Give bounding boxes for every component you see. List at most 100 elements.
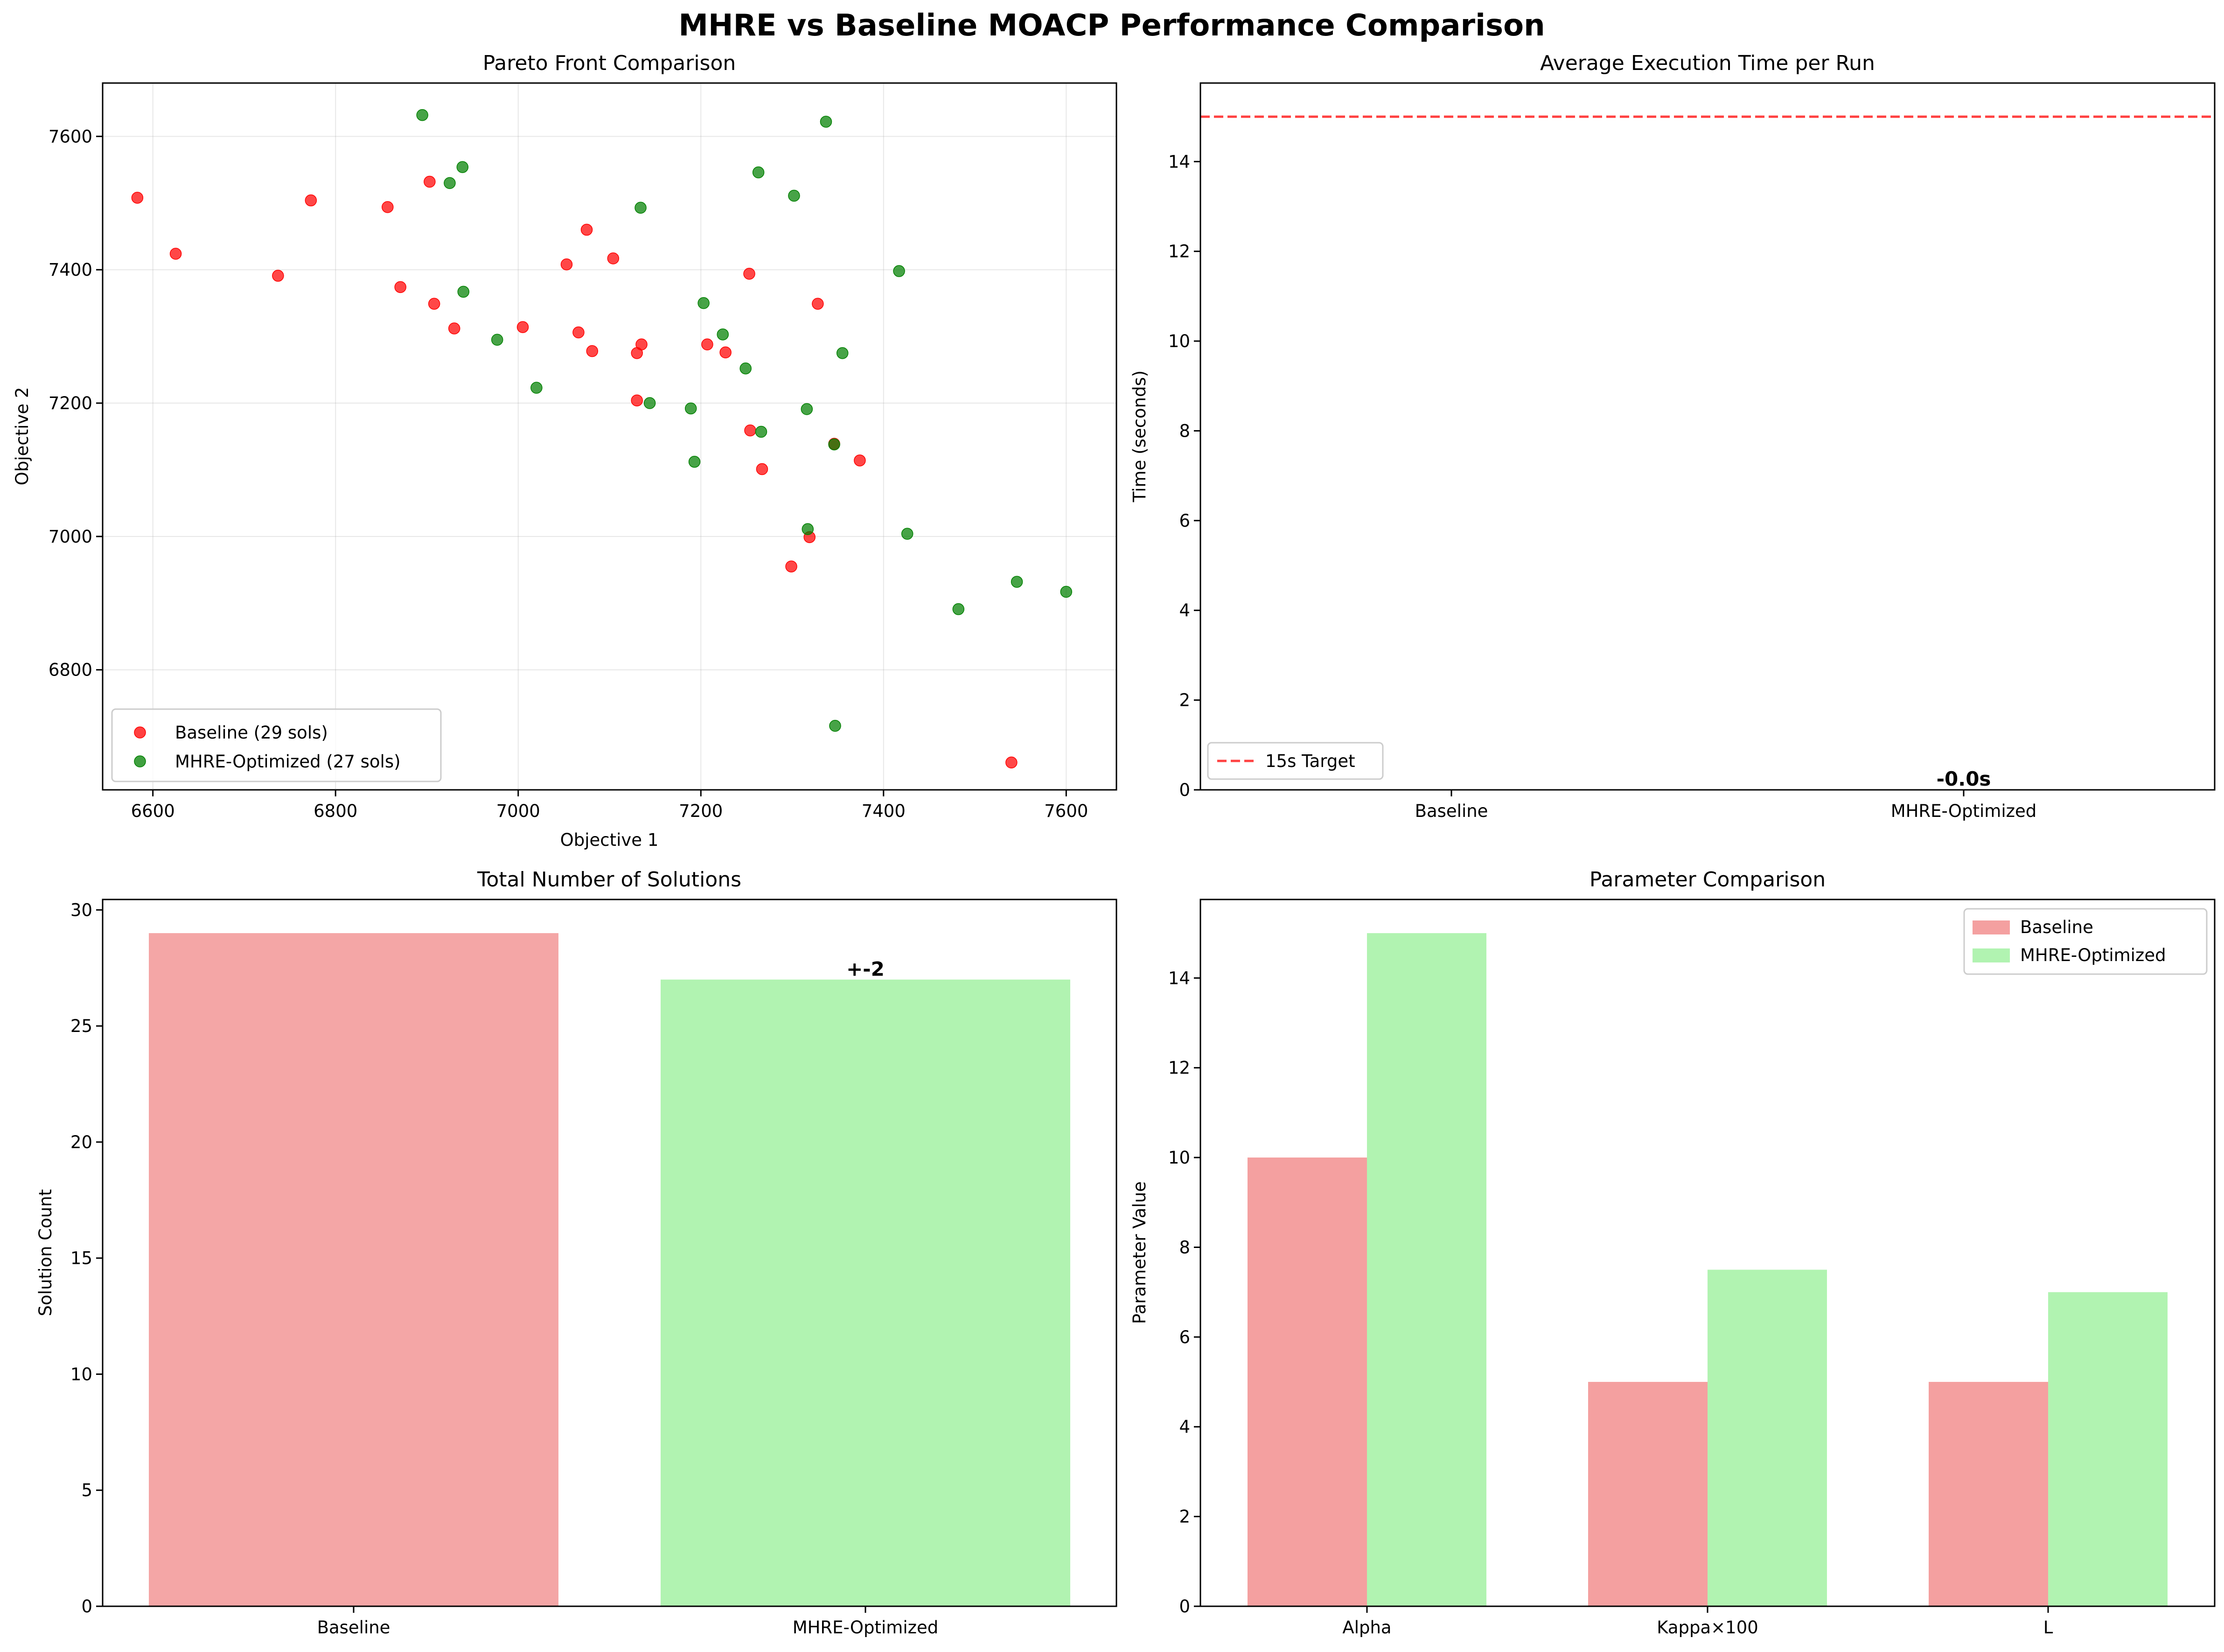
legend-label-baseline: Baseline (29 sols) [175,723,328,743]
params-title: Parameter Comparison [1590,868,1826,892]
baseline-point [560,258,573,271]
exec-legend-label: 15s Target [1265,751,1355,771]
mhre-point [801,403,813,415]
baseline-point [631,394,643,407]
params-ytick-label: 14 [1168,968,1190,988]
mhre-point [893,265,905,277]
baseline-point [785,560,797,572]
baseline-point [744,424,756,437]
mhre-point [952,603,965,615]
params-ytick-label: 8 [1179,1237,1190,1257]
baseline-point [701,338,713,351]
mhre-point [752,166,765,179]
mhre-point [788,189,800,202]
mhre-point [444,177,456,189]
pareto-ytick-label: 6800 [49,660,92,680]
params-ytick-label: 4 [1179,1417,1190,1437]
mhre-point [643,397,656,409]
mhre-point [697,297,710,309]
solutions-ytick-label: 30 [70,900,92,920]
solutions-axes-frame [102,899,1117,1607]
mhre-point [634,202,647,214]
pareto-legend: Baseline (29 sols) MHRE-Optimized (27 so… [111,708,442,782]
baseline-point [305,194,317,207]
mhre-point [457,286,470,298]
exec-ytick-label: 12 [1168,242,1190,262]
params-ytick-label: 0 [1179,1596,1190,1617]
params-bar-mhre [1367,933,1486,1606]
pareto-xtick-label: 7400 [862,801,906,821]
mhre-point [456,161,469,173]
baseline-point [719,346,732,359]
solutions-bars [149,933,1070,1606]
baseline-point [572,326,585,339]
solutions-ticks: 0 5 10 15 20 25 30 Baseline MHRE-Optimized [70,900,938,1638]
params-bar-mhre [2048,1292,2168,1606]
baseline-point [382,201,394,213]
baseline-point [169,248,182,260]
solutions-ytick-label: 10 [70,1364,92,1384]
params-legend-swatch-baseline [1973,920,2010,934]
panel-pareto: Pareto Front Comparison 6600 6800 7000 7200… [12,51,1117,850]
pareto-ylabel: Objective 2 [12,387,32,486]
params-ytick-label: 12 [1168,1058,1190,1078]
mhre-point [828,438,840,451]
params-ylabel: Parameter Value [1129,1181,1150,1324]
exec-ytick-label: 14 [1168,152,1190,172]
solutions-bar-baseline [149,933,558,1606]
pareto-points [131,109,1073,769]
solutions-xtick-label: MHRE-Optimized [793,1617,939,1638]
params-legend: Baseline MHRE-Optimized [1963,908,2208,975]
baseline-point [756,463,768,475]
params-xtick-label: Kappa×100 [1657,1617,1758,1638]
exec-xtick-label: MHRE-Optimized [1891,801,2037,821]
mhre-point [1060,586,1073,598]
baseline-point [516,321,529,333]
baseline-point [586,345,599,357]
params-bar-baseline [1248,1157,1367,1606]
pareto-xtick-label: 7600 [1044,801,1088,821]
legend-marker-mhre [134,755,146,767]
pareto-title: Pareto Front Comparison [483,51,736,75]
solutions-title: Total Number of Solutions [477,868,741,892]
solutions-ytick-label: 25 [70,1016,92,1036]
exec-ylabel: Time (seconds) [1129,370,1150,502]
mhre-point [836,347,849,359]
legend-marker-baseline [134,726,146,739]
baseline-point [1005,756,1018,769]
solutions-ylabel: Solution Count [35,1189,56,1316]
figure-title: MHRE vs Baseline MOACP Performance Compa… [678,8,1545,43]
solutions-ytick-label: 20 [70,1132,92,1152]
baseline-point [607,252,620,265]
params-ticks: 0 2 4 6 8 10 12 14 Alpha Kappa×100 L [1168,968,2053,1638]
params-xtick-label: L [2043,1617,2053,1638]
solutions-ytick-label: 0 [81,1596,92,1617]
params-ytick-label: 2 [1179,1507,1190,1527]
params-legend-box [1963,908,2208,975]
params-legend-label-mhre: MHRE-Optimized [2020,945,2166,965]
baseline-point [580,223,593,236]
pareto-ytick-label: 7200 [49,393,92,413]
pareto-ytick-label: 7400 [49,260,92,280]
mhre-point [491,334,503,346]
baseline-point [394,281,406,293]
panel-exec: Average Execution Time per Run 0 2 4 6 8 10 12… [1129,51,2216,821]
exec-legend: 15s Target [1207,742,1384,780]
mhre-point [684,402,697,415]
exec-legend-box [1207,742,1384,780]
mhre-point [1011,576,1023,588]
params-bar-baseline [1929,1382,2048,1606]
baseline-point [635,338,648,351]
baseline-point [131,192,144,204]
mhre-point [717,328,729,341]
pareto-legend-box [111,708,442,782]
baseline-point [812,298,824,310]
pareto-ytick-label: 7000 [49,527,92,547]
mhre-point [802,523,814,535]
exec-title: Average Execution Time per Run [1540,51,1875,75]
pareto-xtick-label: 7000 [496,801,540,821]
panel-params: Parameter Comparison 0 2 4 6 8 10 12 14 Alpha Kap… [1129,868,2216,1638]
pareto-ticks: 6600 6800 7000 7200 7400 7600 6800 7000 7200 7400… [49,126,1088,821]
params-bar-mhre [1708,1269,1827,1606]
params-legend-swatch-mhre [1973,948,2010,962]
